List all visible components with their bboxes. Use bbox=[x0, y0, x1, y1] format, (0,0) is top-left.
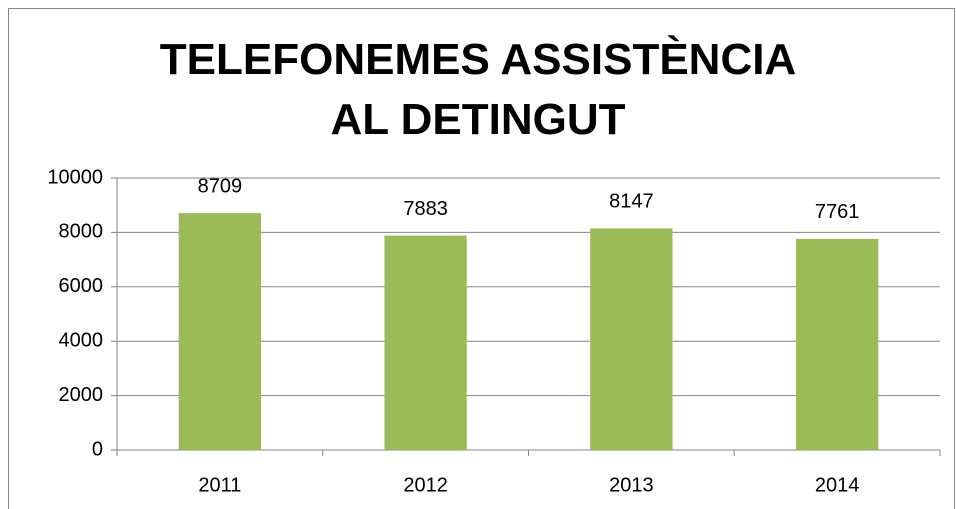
y-tick-label: 8000 bbox=[59, 221, 104, 243]
y-tick-label: 2000 bbox=[59, 384, 104, 406]
y-tick-label: 0 bbox=[92, 438, 103, 460]
bar bbox=[795, 238, 879, 450]
y-tick-label: 4000 bbox=[59, 329, 104, 351]
x-tick-label: 2012 bbox=[403, 474, 448, 496]
data-label: 7761 bbox=[815, 201, 860, 223]
y-tick-label: 10000 bbox=[47, 166, 103, 188]
bar bbox=[178, 213, 262, 450]
data-label: 8147 bbox=[609, 191, 654, 213]
data-label: 7883 bbox=[403, 198, 448, 220]
y-tick-label: 6000 bbox=[59, 275, 104, 297]
x-tick-label: 2011 bbox=[198, 474, 241, 496]
data-label: 8709 bbox=[198, 175, 243, 197]
x-tick-label: 2013 bbox=[609, 474, 654, 496]
x-tick-label: 2014 bbox=[815, 474, 860, 496]
chart-border bbox=[8, 8, 955, 509]
bar bbox=[384, 235, 467, 450]
bar bbox=[590, 228, 673, 450]
chart-title: TELEFONEMES ASSISTÈNCIA AL DETINGUT bbox=[159, 35, 797, 144]
